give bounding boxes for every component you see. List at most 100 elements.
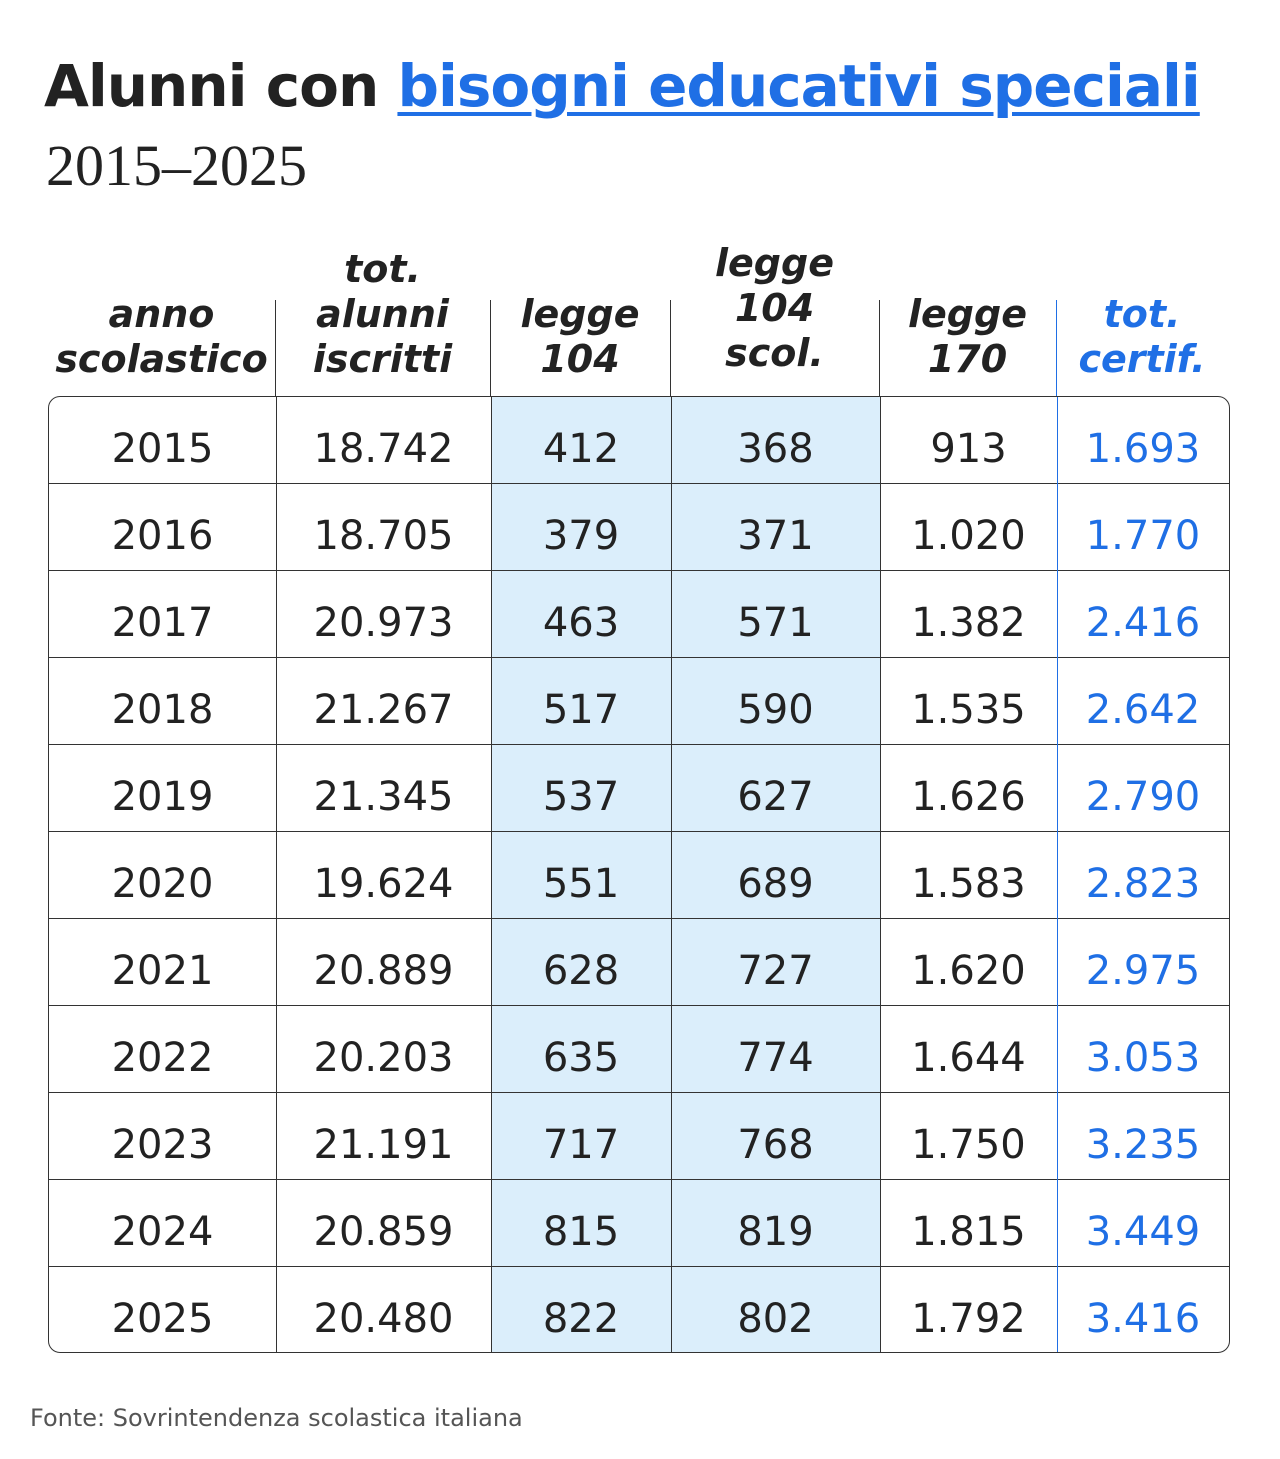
title-prefix: Alunni con <box>44 52 379 120</box>
cell-tot-certif: 3.235 <box>1085 1122 1201 1168</box>
table-row: 2020 19.624 551 689 1.583 2.823 <box>49 831 1229 919</box>
table-row: 2021 20.889 628 727 1.620 2.975 <box>49 918 1229 1006</box>
cell-legge-170: 1.620 <box>911 948 1026 994</box>
cell-legge-104-scol: 768 <box>737 1122 814 1168</box>
cell-tot-alunni-iscritti: 20.480 <box>313 1296 454 1342</box>
column-header-text: tot. <box>344 247 421 291</box>
cell-legge-104: 412 <box>542 426 620 472</box>
cell-legge-104: 517 <box>542 687 620 733</box>
cell-anno-scolastico: 2021 <box>111 948 214 994</box>
cell-legge-104: 463 <box>542 600 620 646</box>
cell-legge-170: 1.792 <box>911 1296 1026 1342</box>
cell-legge-104-scol: 802 <box>737 1296 814 1342</box>
column-header-text: 170 <box>927 337 1008 381</box>
table-row: 2022 20.203 635 774 1.644 3.053 <box>49 1005 1229 1093</box>
cell-legge-104-scol: 368 <box>737 426 814 472</box>
source-note: Fonte: Sovrintendenza scolastica italian… <box>30 1404 523 1432</box>
cell-tot-certif: 1.770 <box>1085 513 1201 559</box>
cell-legge-104-scol: 819 <box>737 1209 814 1255</box>
data-table: 2015 18.742 412 368 913 1.693 2016 18.705 379 371… <box>48 396 1230 1353</box>
cell-anno-scolastico: 2024 <box>111 1209 214 1255</box>
cell-tot-alunni-iscritti: 21.191 <box>313 1122 454 1168</box>
cell-anno-scolastico: 2016 <box>111 513 214 559</box>
column-header-legge-170: legge 170 <box>879 292 1056 382</box>
cell-tot-alunni-iscritti: 18.742 <box>313 426 454 472</box>
column-header-text: certif. <box>1078 337 1206 381</box>
column-divider <box>1057 397 1058 1352</box>
chart-subtitle: 2015–2025 <box>46 133 307 198</box>
cell-legge-104: 628 <box>542 948 620 994</box>
table-row: 2017 20.973 463 571 1.382 2.416 <box>49 570 1229 658</box>
cell-anno-scolastico: 2025 <box>111 1296 214 1342</box>
title-highlight-link[interactable]: bisogni educativi speciali <box>397 52 1200 120</box>
chart-title: Alunni con bisogni educativi speciali <box>44 46 1201 126</box>
cell-legge-104: 717 <box>542 1122 620 1168</box>
column-header-text: alunni <box>316 292 449 336</box>
cell-legge-104: 379 <box>542 513 620 559</box>
cell-legge-104: 551 <box>542 861 620 907</box>
cell-legge-104-scol: 689 <box>737 861 814 907</box>
cell-tot-certif: 2.790 <box>1085 774 1201 820</box>
table-row: 2024 20.859 815 819 1.815 3.449 <box>49 1179 1229 1267</box>
column-divider <box>671 397 672 1352</box>
column-header-anno-scolastico: anno scolastico <box>48 292 275 382</box>
column-header-text: legge <box>908 292 1027 336</box>
header-divider <box>879 300 880 396</box>
cell-legge-170: 1.020 <box>911 513 1026 559</box>
cell-legge-170: 1.382 <box>911 600 1026 646</box>
column-header-tot-certif: tot. certif. <box>1056 292 1228 382</box>
column-divider <box>276 397 277 1352</box>
table-header: anno scolastico tot. alunni iscritti legge 104… <box>48 236 1230 396</box>
cell-legge-104-scol: 774 <box>737 1035 814 1081</box>
column-header-text: scol. <box>725 331 824 375</box>
cell-tot-alunni-iscritti: 20.203 <box>313 1035 454 1081</box>
cell-legge-104-scol: 571 <box>737 600 814 646</box>
cell-tot-alunni-iscritti: 20.973 <box>313 600 454 646</box>
cell-legge-170: 1.535 <box>911 687 1026 733</box>
cell-tot-certif: 2.416 <box>1085 600 1201 646</box>
cell-legge-104-scol: 627 <box>737 774 814 820</box>
table-row: 2025 20.480 822 802 1.792 3.416 <box>49 1266 1229 1352</box>
cell-tot-alunni-iscritti: 19.624 <box>313 861 454 907</box>
cell-anno-scolastico: 2020 <box>111 861 214 907</box>
cell-tot-certif: 3.053 <box>1085 1035 1201 1081</box>
cell-tot-alunni-iscritti: 20.889 <box>313 948 454 994</box>
column-header-text: 104 <box>734 286 815 330</box>
table-row: 2019 21.345 537 627 1.626 2.790 <box>49 744 1229 832</box>
highlight-column-legge-104 <box>491 397 671 1352</box>
column-header-text: iscritti <box>312 337 453 381</box>
cell-anno-scolastico: 2017 <box>111 600 214 646</box>
cell-legge-104: 822 <box>542 1296 620 1342</box>
cell-tot-alunni-iscritti: 21.345 <box>313 774 454 820</box>
cell-tot-certif: 3.416 <box>1085 1296 1201 1342</box>
header-divider <box>490 300 491 396</box>
cell-anno-scolastico: 2023 <box>111 1122 214 1168</box>
column-header-text: legge <box>715 241 834 285</box>
column-header-tot-alunni-iscritti: tot. alunni iscritti <box>275 247 490 382</box>
column-header-text: 104 <box>540 337 620 381</box>
cell-anno-scolastico: 2015 <box>111 426 214 472</box>
cell-legge-104: 635 <box>542 1035 620 1081</box>
cell-anno-scolastico: 2022 <box>111 1035 214 1081</box>
cell-legge-104-scol: 727 <box>737 948 814 994</box>
cell-legge-170: 1.815 <box>911 1209 1026 1255</box>
cell-tot-alunni-iscritti: 21.267 <box>313 687 454 733</box>
cell-legge-170: 1.750 <box>911 1122 1026 1168</box>
column-divider <box>880 397 881 1352</box>
cell-tot-certif: 2.642 <box>1085 687 1201 733</box>
cell-tot-certif: 2.975 <box>1085 948 1201 994</box>
column-header-text: scolastico <box>55 337 268 381</box>
cell-legge-104: 815 <box>542 1209 620 1255</box>
highlight-column-legge-104-scol <box>671 397 880 1352</box>
cell-tot-certif: 2.823 <box>1085 861 1201 907</box>
column-header-text: legge <box>520 292 640 336</box>
cell-tot-certif: 1.693 <box>1085 426 1201 472</box>
cell-legge-170: 1.583 <box>911 861 1026 907</box>
table-row: 2016 18.705 379 371 1.020 1.770 <box>49 483 1229 571</box>
cell-legge-170: 1.626 <box>911 774 1026 820</box>
cell-tot-alunni-iscritti: 18.705 <box>313 513 454 559</box>
cell-legge-104-scol: 371 <box>737 513 814 559</box>
table-row: 2023 21.191 717 768 1.750 3.235 <box>49 1092 1229 1180</box>
header-divider <box>275 300 276 396</box>
cell-tot-certif: 3.449 <box>1085 1209 1201 1255</box>
